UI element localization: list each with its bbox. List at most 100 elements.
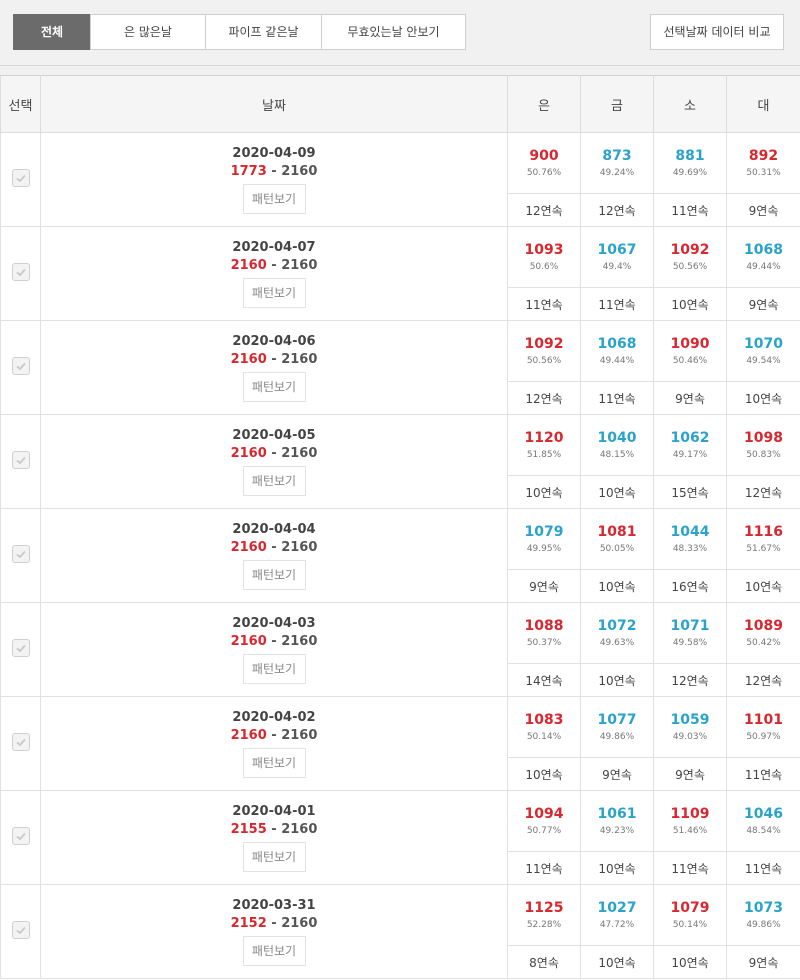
tab-all[interactable]: 전체 [13,14,91,50]
stat-geum: 1077 49.86% [580,696,654,758]
range-end: 2160 [281,916,318,931]
pattern-view-button[interactable]: 패턴보기 [242,184,306,214]
stat-dae-percent: 49.54% [746,356,781,366]
streak-so: 9연속 [653,381,727,415]
range-end: 2160 [281,446,318,461]
stat-so-count: 881 [675,148,705,164]
streak-so: 16연속 [653,569,727,603]
streak-dae: 9연속 [726,287,800,321]
stat-dae: 1070 49.54% [726,320,800,382]
streak-geum: 10연속 [580,663,654,697]
stat-eun-count: 1093 [524,242,564,258]
row-checkbox[interactable] [11,638,30,657]
streak-dae: 11연속 [726,851,800,885]
select-cell [0,508,41,603]
stat-dae: 892 50.31% [726,132,800,194]
date-cell: 2020-04-02 2160 - 2160 패턴보기 [40,696,508,791]
row-checkbox[interactable] [11,168,30,187]
select-cell [0,790,41,885]
row-checkbox[interactable] [11,826,30,845]
stat-eun-percent: 50.6% [529,262,559,272]
row-checkbox[interactable] [11,450,30,469]
stat-eun: 900 50.76% [507,132,581,194]
date-cell: 2020-04-03 2160 - 2160 패턴보기 [40,602,508,697]
range-end: 2160 [281,258,318,273]
range-start: 2160 [230,258,267,273]
stat-so-percent: 50.46% [672,356,708,366]
pattern-view-button[interactable]: 패턴보기 [242,560,306,590]
select-cell [0,320,41,415]
row-checkbox[interactable] [11,356,30,375]
row-checkbox[interactable] [11,262,30,281]
check-icon [15,174,26,182]
row-checkbox[interactable] [11,920,30,939]
row-range: 2160 - 2160 [41,634,507,649]
range-end: 2160 [281,164,318,179]
tab-pipe-same[interactable]: 파이프 같은날 [205,14,322,50]
compare-selected-button[interactable]: 선택날짜 데이터 비교 [650,14,784,50]
stat-eun: 1088 50.37% [507,602,581,664]
stat-eun-count: 1094 [524,806,564,822]
stat-geum-percent: 49.23% [599,826,635,836]
streak-so: 11연속 [653,193,727,227]
row-range: 2160 - 2160 [41,446,507,461]
row-range: 2155 - 2160 [41,822,507,837]
stat-dae-percent: 49.44% [746,262,781,272]
check-icon [15,456,26,464]
table-row: 2020-04-05 2160 - 2160 패턴보기 1120 51.85% 1040 4… [0,414,800,509]
streak-dae: 11연속 [726,757,800,791]
pattern-view-button[interactable]: 패턴보기 [242,842,306,872]
streak-geum: 12연속 [580,193,654,227]
stat-eun-count: 1125 [524,900,564,916]
pattern-view-button[interactable]: 패턴보기 [242,466,306,496]
row-date: 2020-04-05 [232,428,316,443]
stat-so-count: 1092 [670,242,710,258]
check-icon [15,926,26,934]
spacer [0,66,800,75]
stat-so-percent: 50.14% [672,920,708,930]
tab-eun-many[interactable]: 은 많은날 [90,14,206,50]
streak-so: 15연속 [653,475,727,509]
streak-dae: 9연속 [726,193,800,227]
stat-eun: 1093 50.6% [507,226,581,288]
table-row: 2020-03-31 2152 - 2160 패턴보기 1125 52.28% 1027 4… [0,884,800,979]
stat-geum-count: 873 [602,148,632,164]
stat-geum: 1067 49.4% [580,226,654,288]
pattern-view-button[interactable]: 패턴보기 [242,748,306,778]
stat-so-count: 1079 [670,900,710,916]
pattern-view-button[interactable]: 패턴보기 [242,936,306,966]
table-row-streak: 11연속 11연속 10연속 9연속 [1,287,800,321]
select-cell [0,602,41,697]
stat-so-percent: 50.56% [672,262,708,272]
stat-so-count: 1109 [670,806,710,822]
pattern-view-button[interactable]: 패턴보기 [242,278,306,308]
streak-geum: 10연속 [580,945,654,979]
stat-dae-count: 1101 [744,712,783,728]
row-checkbox[interactable] [11,732,30,751]
streak-geum: 10연속 [580,851,654,885]
row-range: 2160 - 2160 [41,728,507,743]
row-date: 2020-04-02 [232,710,316,725]
header-date: 날짜 [40,75,508,133]
pattern-view-button[interactable]: 패턴보기 [242,372,306,402]
range-start: 2160 [230,728,267,743]
stat-so-count: 1059 [670,712,710,728]
streak-eun: 14연속 [507,663,581,697]
pattern-view-button[interactable]: 패턴보기 [242,654,306,684]
stat-so: 1059 49.03% [653,696,727,758]
stat-geum-percent: 49.86% [599,732,635,742]
stat-dae-percent: 48.54% [746,826,781,836]
range-separator: - [266,916,282,931]
select-cell [0,414,41,509]
stat-eun: 1083 50.14% [507,696,581,758]
table-row-streak: 10연속 9연속 9연속 11연속 [1,757,800,791]
stat-dae: 1046 48.54% [726,790,800,852]
stat-geum-count: 1081 [597,524,637,540]
row-date: 2020-04-03 [232,616,316,631]
row-checkbox[interactable] [11,544,30,563]
streak-so: 10연속 [653,945,727,979]
stat-so-percent: 49.17% [672,450,708,460]
stat-eun: 1079 49.95% [507,508,581,570]
stat-eun-percent: 50.76% [526,168,562,178]
tab-hide-invalid[interactable]: 무효있는날 안보기 [321,14,466,50]
